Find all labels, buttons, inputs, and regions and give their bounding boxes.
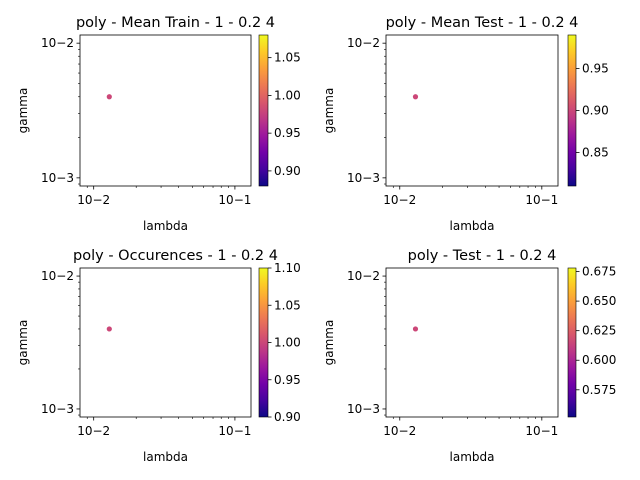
data-point: [106, 326, 112, 332]
chart-title: poly - Occurences - 1 - 0.2 4: [73, 248, 278, 264]
x-axis-label: lambda: [450, 219, 495, 233]
y-tick-label: 10−3: [347, 171, 380, 185]
y-tick-label: 10−2: [41, 269, 74, 283]
chart-title: poly - Mean Train - 1 - 0.2 4: [76, 15, 275, 31]
x-axis-label: lambda: [143, 219, 188, 233]
colorbar: [258, 34, 269, 187]
x-tick-label: 10−2: [383, 424, 416, 438]
colorbar-tick-label: 0.85: [582, 145, 609, 159]
data-point: [106, 94, 112, 100]
colorbar-tick-label: 0.675: [582, 265, 616, 279]
colorbar-tick-label: 0.95: [274, 126, 301, 140]
x-axis-label: lambda: [143, 450, 188, 464]
y-axis-label: gamma: [16, 320, 30, 366]
colorbar-tick-label: 0.95: [582, 62, 609, 76]
y-tick-label: 10−3: [41, 402, 74, 416]
colorbar: [567, 34, 577, 187]
colorbar: [567, 267, 577, 418]
colorbar-tick-label: 0.600: [582, 353, 616, 367]
colorbar-tick-label: 0.90: [582, 104, 609, 118]
x-tick-label: 10−1: [525, 193, 558, 207]
colorbar-tick-label: 1.10: [274, 261, 301, 275]
x-axis-label: lambda: [450, 450, 495, 464]
data-point: [412, 94, 419, 100]
plot-area: [79, 34, 252, 187]
y-axis-label: gamma: [322, 88, 336, 134]
colorbar-tick-label: 0.90: [274, 410, 301, 424]
x-tick-label: 10−1: [525, 424, 558, 438]
x-tick-label: 10−2: [77, 193, 110, 207]
plot-area: [385, 267, 559, 418]
y-tick-label: 10−2: [347, 36, 380, 50]
colorbar-tick-label: 0.90: [274, 164, 301, 178]
x-tick-label: 10−1: [218, 424, 251, 438]
data-point: [412, 326, 419, 332]
x-tick-label: 10−2: [383, 193, 416, 207]
colorbar-tick-label: 0.625: [582, 324, 616, 338]
colorbar-tick-label: 1.05: [274, 51, 301, 65]
colorbar-tick-label: 1.00: [274, 88, 301, 102]
y-axis-label: gamma: [16, 88, 30, 134]
colorbar: [258, 267, 269, 418]
plot-area: [79, 267, 252, 418]
plot-area: [385, 34, 559, 187]
chart-title: poly - Mean Test - 1 - 0.2 4: [386, 15, 579, 31]
y-tick-label: 10−3: [41, 171, 74, 185]
x-tick-label: 10−1: [218, 193, 251, 207]
y-tick-label: 10−2: [41, 36, 74, 50]
colorbar-tick-label: 0.95: [274, 373, 301, 387]
chart-title: poly - Test - 1 - 0.2 4: [408, 248, 557, 264]
colorbar-tick-label: 1.00: [274, 336, 301, 350]
colorbar-tick-label: 1.05: [274, 298, 301, 312]
y-tick-label: 10−2: [347, 269, 380, 283]
y-tick-label: 10−3: [347, 402, 380, 416]
colorbar-tick-label: 0.650: [582, 294, 616, 308]
y-axis-label: gamma: [322, 320, 336, 366]
x-tick-label: 10−2: [77, 424, 110, 438]
colorbar-tick-label: 0.575: [582, 383, 616, 397]
